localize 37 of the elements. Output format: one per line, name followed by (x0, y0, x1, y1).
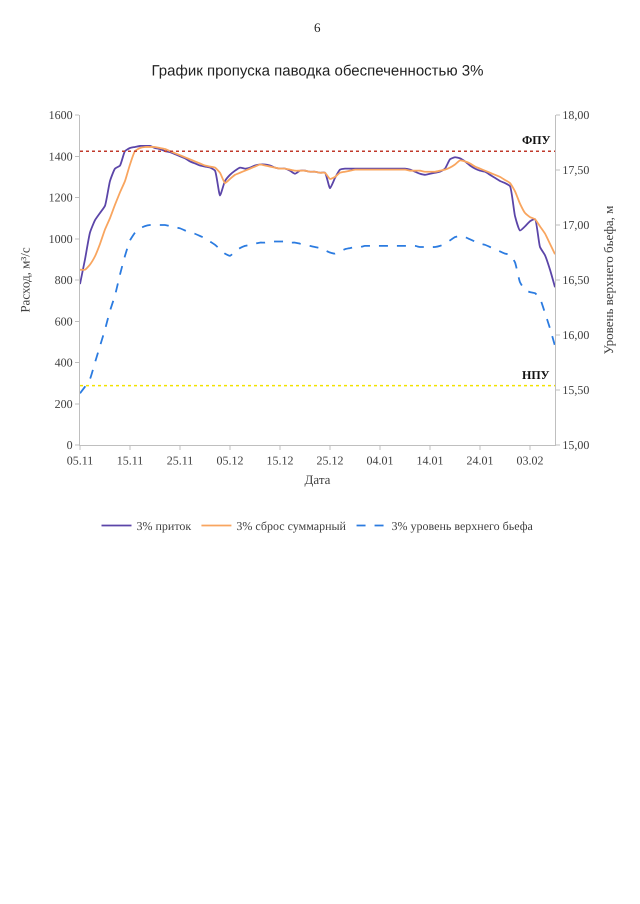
y-axis-title: Расход, м³/с (18, 247, 33, 313)
x-tick-label: 25.11 (166, 453, 194, 468)
x-tick-label: 05.12 (216, 453, 244, 468)
ref-line-label: ФПУ (522, 133, 551, 147)
y-tick-label: 200 (54, 396, 73, 411)
chart-title: График пропуска паводка обеспеченностью 3% (152, 62, 484, 80)
y-tick-label: 600 (54, 314, 73, 328)
x-tick-label: 04.01 (366, 453, 394, 468)
y-tick-label: 1000 (48, 232, 73, 246)
y2-tick-label: 15,50 (562, 383, 590, 398)
legend-label: 3% уровень верхнего бьефа (392, 519, 534, 534)
x-axis-title: Дата (304, 472, 331, 487)
text: 6 (314, 20, 321, 35)
ref-line-label: НПУ (522, 368, 550, 382)
y2-tick-label: 16,50 (562, 273, 590, 288)
x-tick-label: 15.12 (266, 453, 294, 468)
y2-tick-label: 18,00 (562, 108, 590, 122)
y-tick-label: 0 (66, 438, 73, 452)
y-tick-label: 1400 (48, 149, 73, 164)
x-tick-label: 24.01 (466, 453, 494, 468)
x-tick-label: 25.12 (316, 453, 344, 468)
y2-tick-label: 16,00 (562, 328, 590, 342)
y-tick-label: 1200 (48, 190, 73, 205)
legend-label: 3% сброс суммарный (236, 519, 347, 534)
x-tick-label: 03.02 (516, 453, 544, 468)
x-tick-label: 14.01 (416, 453, 444, 468)
x-tick-label: 15.11 (116, 453, 144, 468)
y-tick-label: 800 (54, 273, 73, 288)
x-tick-label: 05.11 (66, 453, 94, 468)
y2-tick-label: 17,00 (562, 218, 590, 232)
y2-tick-label: 17,50 (562, 163, 590, 178)
y-tick-label: 1600 (48, 108, 73, 122)
legend-label: 3% приток (136, 519, 192, 534)
y-tick-label: 400 (54, 356, 73, 370)
y2-axis-title: Уровень верхнего бьефа, м (601, 206, 616, 354)
line-series (80, 224, 555, 394)
y2-tick-label: 15,00 (562, 438, 590, 452)
